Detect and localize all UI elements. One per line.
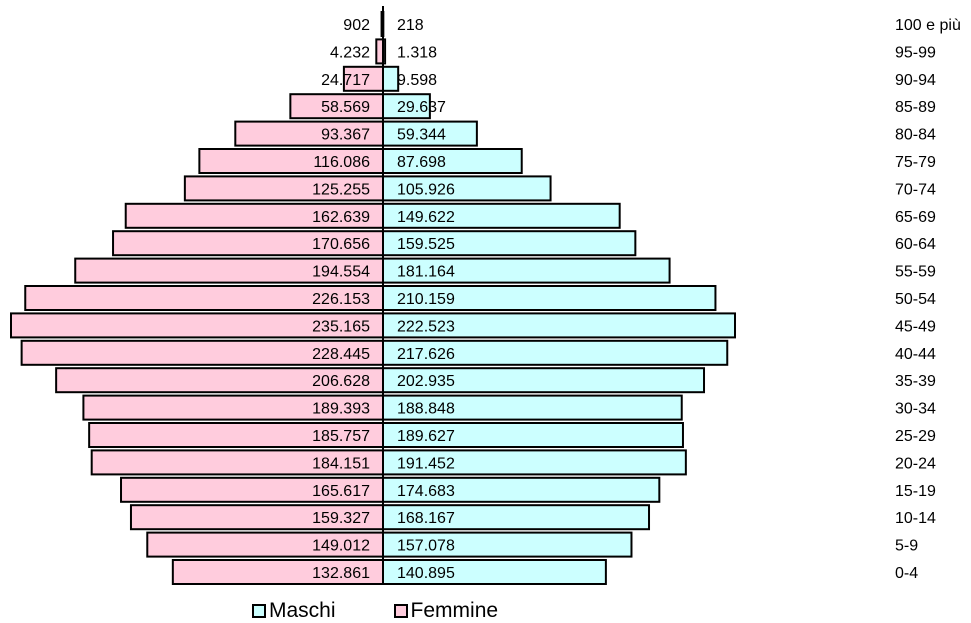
age-class-label: 0-4: [895, 565, 918, 582]
age-class-label: 45-49: [895, 318, 936, 335]
legend-label-maschi: Maschi: [269, 599, 336, 623]
legend-label-femmine: Femmine: [411, 599, 499, 623]
label-femmine-55-59: 194.554: [312, 264, 370, 281]
age-class-label: 55-59: [895, 264, 936, 281]
age-class-label: 75-79: [895, 154, 936, 171]
age-class-label: 95-99: [895, 44, 936, 61]
label-maschi-25-29: 189.627: [397, 428, 455, 445]
age-class-label: 90-94: [895, 72, 936, 89]
label-maschi-45-49: 222.523: [397, 318, 455, 335]
label-femmine-75-79: 116.086: [313, 154, 370, 171]
label-femmine-90-94: 24.717: [321, 72, 370, 89]
label-maschi-100 e più: 218: [397, 17, 424, 34]
age-class-label: 70-74: [895, 181, 936, 198]
label-femmine-40-44: 228.445: [312, 346, 370, 363]
label-femmine-30-34: 189.393: [312, 401, 370, 418]
label-femmine-95-99: 4.232: [330, 44, 370, 61]
label-maschi-80-84: 59.344: [397, 127, 446, 144]
label-maschi-0-4: 140.895: [397, 565, 455, 582]
label-maschi-95-99: 1.318: [397, 44, 437, 61]
label-femmine-25-29: 185.757: [312, 428, 370, 445]
label-maschi-35-39: 202.935: [397, 373, 455, 390]
label-femmine-70-74: 125.255: [312, 181, 370, 198]
age-class-label: 65-69: [895, 209, 936, 226]
label-femmine-85-89: 58.569: [321, 99, 370, 116]
label-femmine-45-49: 235.165: [312, 318, 370, 335]
legend-swatch-maschi: [252, 604, 266, 618]
label-maschi-50-54: 210.159: [397, 291, 455, 308]
label-maschi-40-44: 217.626: [397, 346, 455, 363]
age-class-label: 10-14: [895, 510, 936, 527]
label-maschi-55-59: 181.164: [397, 264, 455, 281]
legend-swatch-femmine: [394, 604, 408, 618]
age-class-label: 20-24: [895, 455, 936, 472]
label-maschi-10-14: 168.167: [397, 510, 455, 527]
label-femmine-35-39: 206.628: [312, 373, 370, 390]
age-class-label: 80-84: [895, 127, 936, 144]
chart-legend: Maschi Femmine: [252, 600, 556, 622]
age-class-label: 60-64: [895, 236, 936, 253]
age-class-label: 35-39: [895, 373, 936, 390]
label-femmine-20-24: 184.151: [312, 455, 370, 472]
label-femmine-5-9: 149.012: [312, 538, 370, 555]
label-femmine-0-4: 132.861: [312, 565, 370, 582]
legend-item-femmine: Femmine: [394, 599, 499, 623]
label-femmine-15-19: 165.617: [312, 483, 370, 500]
label-femmine-50-54: 226.153: [312, 291, 370, 308]
age-class-label: 50-54: [895, 291, 936, 308]
label-maschi-60-64: 159.525: [397, 236, 455, 253]
bar-femmine-95-99: [376, 39, 383, 63]
label-maschi-90-94: 9.598: [397, 72, 437, 89]
label-maschi-75-79: 87.698: [397, 154, 446, 171]
label-femmine-80-84: 93.367: [321, 127, 370, 144]
label-femmine-100 e più: 902: [343, 17, 370, 34]
age-class-label: 30-34: [895, 401, 936, 418]
age-class-label: 25-29: [895, 428, 936, 445]
label-maschi-65-69: 149.622: [397, 209, 455, 226]
age-class-label: 100 e più: [895, 17, 961, 34]
chart-svg: 902 218 100 e più 4.232 1.318 95-99 24.717 9.59…: [0, 0, 971, 600]
label-maschi-70-74: 105.926: [397, 181, 455, 198]
label-femmine-60-64: 170.656: [312, 236, 370, 253]
label-maschi-5-9: 157.078: [397, 538, 455, 555]
label-maschi-85-89: 29.637: [397, 99, 446, 116]
label-maschi-30-34: 188.848: [397, 401, 455, 418]
label-femmine-65-69: 162.639: [312, 209, 370, 226]
age-class-label: 40-44: [895, 346, 936, 363]
label-maschi-15-19: 174.683: [397, 483, 455, 500]
age-class-label: 5-9: [895, 538, 918, 555]
legend-item-maschi: Maschi: [252, 599, 336, 623]
label-maschi-20-24: 191.452: [397, 455, 455, 472]
age-class-label: 85-89: [895, 99, 936, 116]
bar-maschi-90-94: [383, 67, 398, 91]
age-class-label: 15-19: [895, 483, 936, 500]
label-femmine-10-14: 159.327: [312, 510, 370, 527]
